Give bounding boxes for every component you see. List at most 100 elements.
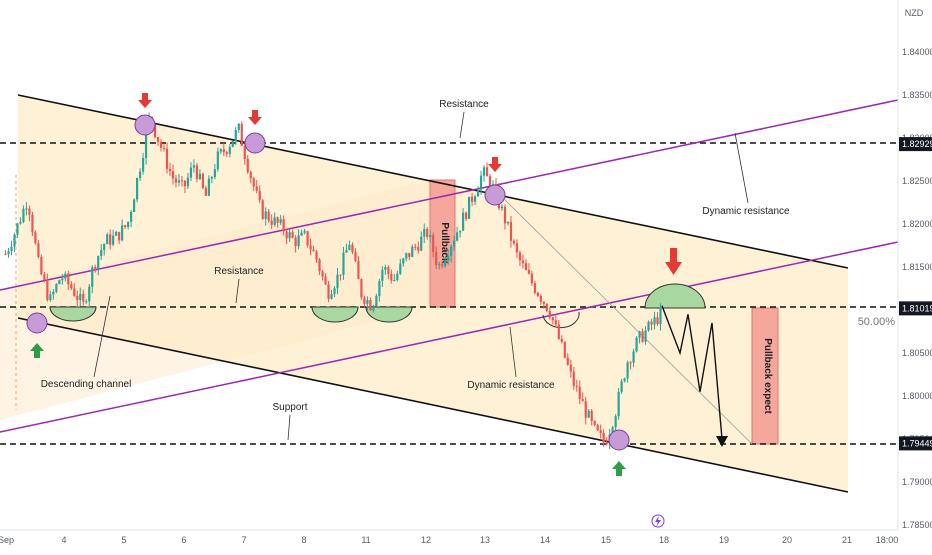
- candle-body: [620, 381, 623, 392]
- candle-body: [162, 147, 166, 149]
- time-tick-9: 14: [540, 535, 550, 545]
- candle-body: [327, 284, 330, 299]
- time-tick-7: 12: [421, 535, 431, 545]
- candle-body: [195, 165, 199, 180]
- candle-body: [318, 259, 321, 272]
- candle-body: [396, 273, 399, 281]
- candle-body: [408, 253, 411, 257]
- candle-body: [252, 178, 255, 187]
- candle-body: [521, 260, 525, 264]
- candle-body: [420, 236, 423, 251]
- projection-arrowhead: [716, 436, 728, 447]
- swing-low-circle-2: [608, 429, 630, 451]
- candle-body: [165, 148, 169, 169]
- candle-body: [617, 391, 620, 417]
- price-level-box-2: [899, 436, 932, 451]
- candle-body: [417, 246, 420, 251]
- candle-body: [536, 292, 539, 296]
- candle-body: [605, 442, 608, 445]
- candle-body: [174, 178, 178, 183]
- candle-body: [572, 371, 575, 386]
- candle-body: [632, 351, 635, 363]
- time-axis[interactable]: [0, 530, 932, 550]
- time-tick-11: 18: [659, 535, 669, 545]
- candle-body: [225, 152, 228, 154]
- candle-body: [378, 280, 381, 296]
- candle-body: [22, 208, 25, 222]
- candle-body: [488, 176, 492, 190]
- candle-body: [285, 231, 288, 239]
- support-label: Support: [272, 402, 307, 413]
- candle-body: [219, 149, 222, 152]
- candle-body: [563, 341, 566, 358]
- down-arrow-red-icon: [248, 110, 262, 125]
- candle-body: [569, 364, 572, 372]
- candle-body: [465, 212, 468, 219]
- candle-body: [201, 173, 204, 188]
- candle-body: [210, 177, 213, 179]
- candle-body: [548, 310, 551, 318]
- down-arrow-red-icon: [138, 93, 152, 108]
- candle-body: [530, 273, 533, 284]
- candle-body: [351, 244, 354, 253]
- price-level-box-1: [899, 301, 932, 316]
- price-tick-10: 1.79000: [902, 477, 932, 487]
- candle-body: [222, 149, 225, 153]
- candle-body: [381, 269, 384, 281]
- candle-body: [602, 432, 605, 443]
- resistance-mid-pointer: [235, 278, 240, 304]
- candles-group: [4, 112, 662, 449]
- candle-body: [447, 255, 450, 261]
- candle-body: [533, 283, 536, 293]
- support-bounce-arc-4: [542, 311, 580, 329]
- candle-body: [55, 284, 58, 292]
- candle-body: [183, 180, 187, 187]
- candle-body: [500, 206, 504, 209]
- support-pointer: [287, 414, 291, 441]
- time-tick-5: 8: [301, 535, 306, 545]
- candle-body: [354, 252, 357, 262]
- candle-body: [435, 251, 438, 266]
- candle-body: [100, 250, 103, 257]
- candle-body: [237, 123, 240, 131]
- candle-body: [133, 199, 136, 212]
- candle-body: [34, 232, 37, 244]
- swing-high-circle-2: [244, 132, 266, 154]
- candle-body: [387, 267, 390, 274]
- candle-body: [551, 317, 554, 321]
- candle-body: [85, 301, 88, 303]
- candle-body: [28, 208, 31, 215]
- dynamic-resistance-right-label: Dynamic resistance: [702, 206, 790, 217]
- candle-body: [369, 300, 372, 311]
- candle-body: [231, 141, 234, 147]
- candle-body: [575, 385, 578, 387]
- price-tick-4: 1.82000: [902, 219, 932, 229]
- swing-high-circle-3: [484, 184, 506, 206]
- candle-body: [97, 256, 100, 269]
- candle-body: [127, 221, 130, 227]
- lightning-icon[interactable]: [651, 514, 665, 528]
- candle-body: [153, 124, 157, 138]
- price-axis[interactable]: [898, 0, 932, 550]
- time-tick-13: 20: [782, 535, 792, 545]
- candle-body: [294, 237, 297, 247]
- price-level-label-1: 1.81019: [902, 303, 932, 313]
- dynamic-resistance-mid-pointer: [509, 326, 517, 378]
- candle-body: [40, 256, 43, 275]
- candle-body: [438, 264, 441, 266]
- candle-body: [366, 300, 369, 304]
- candle-body: [635, 337, 638, 352]
- candle-body: [375, 295, 378, 306]
- candle-body: [432, 235, 435, 252]
- candle-body: [138, 171, 142, 179]
- candle-body: [372, 305, 375, 311]
- candle-body: [198, 173, 201, 180]
- candle-body: [545, 303, 548, 311]
- candle-body: [626, 362, 629, 379]
- projection-diagonal-line: [499, 194, 753, 445]
- candle-body: [402, 258, 405, 264]
- candle-body: [527, 270, 530, 274]
- candle-body: [52, 291, 55, 295]
